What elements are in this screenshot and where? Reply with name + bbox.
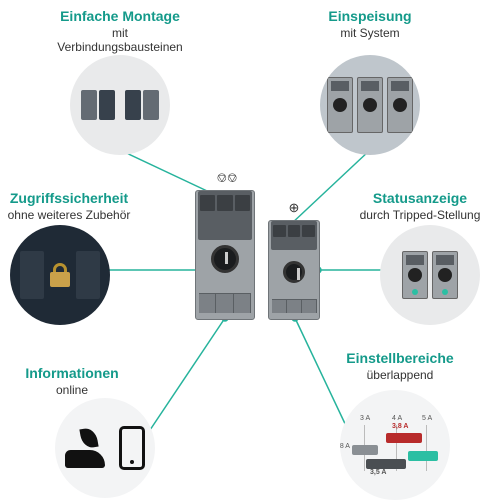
marker-right: ⊕ [282, 200, 306, 216]
marker-left: ⎊⎊ [212, 170, 242, 186]
product-right [268, 220, 320, 320]
feature-montage-sub: mit Verbindungsbausteinen [50, 26, 190, 54]
phone-icon [119, 426, 145, 470]
leaf-hand-icon [65, 428, 109, 468]
feature-einstell-title: Einstellbereiche [330, 350, 470, 366]
feature-status-sub: durch Tripped-Stellung [350, 208, 490, 222]
circle-info [55, 398, 155, 498]
circle-montage [70, 55, 170, 155]
padlock-icon [50, 263, 70, 287]
feature-einspeisung-text: Einspeisung mit System [310, 8, 430, 40]
feature-status-text: Statusanzeige durch Tripped-Stellung [350, 190, 490, 222]
feature-info-sub: online [12, 383, 132, 397]
feature-montage-text: Einfache Montage mit Verbindungsbaustein… [50, 8, 190, 54]
feature-zugriff-sub: ohne weiteres Zubehör [4, 208, 134, 222]
feature-montage-title: Einfache Montage [50, 8, 190, 24]
circle-status [380, 225, 480, 325]
feature-zugriff-text: Zugriffssicherheit ohne weiteres Zubehör [4, 190, 134, 222]
circle-zugriff [10, 225, 110, 325]
feature-einspeisung-sub: mit System [310, 26, 430, 40]
feature-info-text: Informationen online [12, 365, 132, 397]
circle-einspeisung [320, 55, 420, 155]
circle-einstell: 3 A 4 A 5 A 2,8 A 3,5 A 3,8 A [340, 390, 450, 500]
feature-einspeisung-title: Einspeisung [310, 8, 430, 24]
product-left [195, 190, 255, 320]
feature-status-title: Statusanzeige [350, 190, 490, 206]
infographic-root: { "colors": { "title": "#149a8a", "subti… [0, 0, 500, 500]
feature-info-title: Informationen [12, 365, 132, 381]
feature-einstell-text: Einstellbereiche überlappend [330, 350, 470, 382]
feature-zugriff-title: Zugriffssicherheit [4, 190, 134, 206]
range-graph: 3 A 4 A 5 A 2,8 A 3,5 A 3,8 A [352, 415, 438, 475]
feature-einstell-sub: überlappend [330, 368, 470, 382]
